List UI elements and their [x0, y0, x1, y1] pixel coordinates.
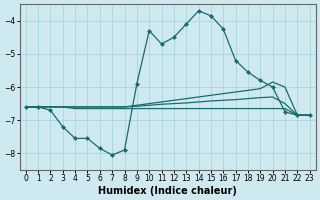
- X-axis label: Humidex (Indice chaleur): Humidex (Indice chaleur): [98, 186, 237, 196]
